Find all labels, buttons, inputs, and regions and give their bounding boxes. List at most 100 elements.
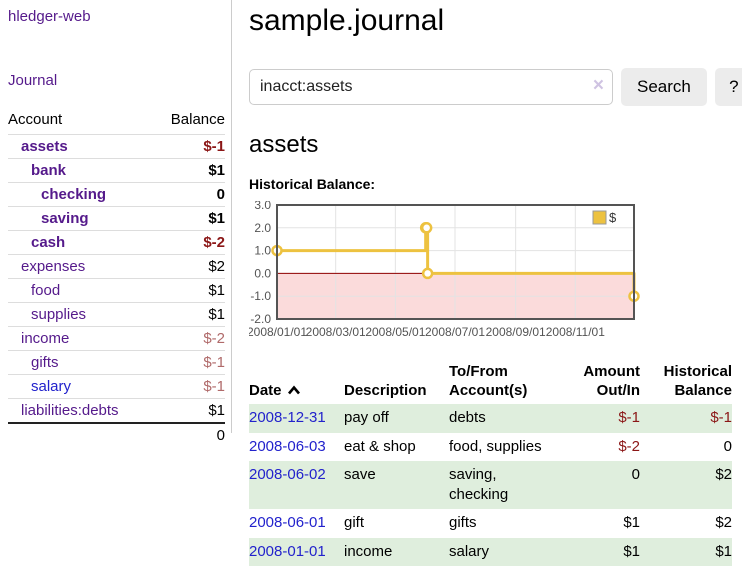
account-link-bank[interactable]: bank (31, 162, 67, 179)
account-link-food[interactable]: food (31, 282, 61, 299)
account-row: assets $-1 (8, 134, 225, 159)
transaction-date-link[interactable]: 2008-06-01 (249, 514, 326, 532)
x-tick-label: 2008/07/01 (425, 325, 485, 339)
plot-border (276, 204, 635, 320)
transaction-accounts: saving, checking (449, 466, 509, 503)
app-title-link[interactable]: hledger-web (8, 8, 91, 25)
x-tick-label: 2008/01/01 (249, 325, 307, 339)
register-row: 2008-06-02 save saving, checking 0 $2 (249, 461, 732, 510)
transaction-description: eat & shop (344, 437, 416, 455)
register-body: 2008-12-31 pay off debts $-1 $-1 2008-06-03 ea… (249, 404, 732, 567)
transaction-balance: $-1 (710, 409, 732, 427)
sidebar-item-journal[interactable]: Journal (8, 72, 58, 89)
account-balance: $2 (153, 254, 225, 279)
account-balance: $1 (153, 206, 225, 231)
transaction-accounts: salary (449, 542, 490, 560)
transaction-amount: 0 (631, 466, 640, 484)
account-link-gifts[interactable]: gifts (31, 354, 59, 371)
sidebar-accounts-body: assets $-1 bank $1 checking 0 saving $1 cash $-2 e… (8, 134, 225, 423)
transaction-amount: $1 (623, 542, 640, 560)
account-link-supplies[interactable]: supplies (31, 306, 87, 323)
transaction-amount: $1 (623, 514, 640, 532)
transaction-accounts: debts (449, 409, 486, 427)
transaction-description: gift (344, 514, 365, 532)
accounts-header-row: Account Balance (8, 109, 225, 135)
account-link-income[interactable]: income (21, 330, 70, 347)
page-title: sample.journal (249, 4, 445, 37)
transaction-date-link[interactable]: 2008-12-31 (249, 409, 326, 427)
transaction-description: pay off (344, 409, 389, 427)
clear-search-icon[interactable]: × (592, 75, 604, 96)
x-tick-label: 2008/03/01 (306, 325, 366, 339)
sort-asc-icon (287, 385, 300, 395)
historical-balance-chart: $3.0 2.0 1.0 0.0 -1.0 -2.02008/01/012008/03/0… (249, 201, 640, 339)
accounts-total-row: 0 (8, 422, 225, 447)
transaction-amount: $-2 (618, 437, 640, 455)
register-col-accounts: To/From Account(s) (449, 363, 528, 400)
transaction-accounts: food, supplies (449, 437, 542, 455)
accounts-col-account: Account (8, 111, 63, 128)
account-row: checking 0 (8, 182, 225, 207)
transaction-balance: 0 (723, 437, 732, 455)
account-link-salary[interactable]: salary (31, 378, 72, 395)
register-col-date[interactable]: Date (249, 360, 344, 404)
accounts-col-balance: Balance (170, 111, 225, 128)
y-tick-label: 2.0 (254, 221, 271, 235)
x-tick-label: 2008/09/01 (486, 325, 546, 339)
account-balance: $1 (153, 398, 225, 423)
account-row: cash $-2 (8, 230, 225, 255)
account-link-cash[interactable]: cash (31, 234, 66, 251)
account-link-liabilities-debts[interactable]: liabilities:debts (21, 402, 119, 419)
register-row: 2008-06-01 gift gifts $1 $2 (249, 509, 732, 538)
account-row: bank $1 (8, 158, 225, 183)
register-row: 2008-01-01 income salary $1 $1 (249, 537, 732, 567)
data-point-marker (420, 222, 433, 234)
transaction-description: income (344, 542, 393, 560)
account-balance: $-1 (153, 374, 225, 399)
y-tick-label: 0.0 (254, 266, 271, 280)
account-row: supplies $1 (8, 302, 225, 327)
transaction-balance: $2 (715, 466, 732, 484)
search-input[interactable] (249, 69, 613, 105)
y-tick-label: 1.0 (254, 244, 271, 258)
y-tick-label: -2.0 (250, 312, 271, 326)
account-link-checking[interactable]: checking (41, 186, 107, 203)
help-button[interactable]: ? (714, 68, 742, 106)
transaction-description: save (344, 466, 376, 484)
account-balance: $-2 (153, 230, 225, 255)
account-link-assets[interactable]: assets (21, 138, 68, 155)
transaction-amount: $-1 (618, 409, 640, 427)
y-tick-label: -1.0 (250, 289, 271, 303)
accounts-total-spacer (8, 422, 154, 447)
transaction-date-link[interactable]: 2008-06-02 (249, 466, 326, 484)
register-header-row: Date Description To/From Account(s) Amoun… (249, 360, 732, 404)
account-link-saving[interactable]: saving (41, 210, 89, 227)
account-row: liabilities:debts $1 (8, 398, 225, 423)
account-row: salary $-1 (8, 374, 225, 399)
account-row: saving $1 (8, 206, 225, 231)
transaction-balance: $1 (715, 542, 732, 560)
accounts-total-value: 0 (153, 422, 225, 447)
chart-title: Historical Balance: (249, 176, 376, 192)
main-content: sample.journal × Search ? assets Histori… (232, 0, 742, 567)
search-button[interactable]: Search (621, 68, 707, 106)
sidebar: hledger-web Journal Account Balance asse… (0, 0, 232, 447)
data-point-marker (421, 267, 434, 280)
register-table: Date Description To/From Account(s) Amoun… (249, 360, 732, 567)
page: hledger-web Journal Account Balance asse… (0, 0, 742, 567)
transaction-balance: $2 (715, 514, 732, 532)
register-col-balance: Historical Balance (663, 363, 732, 400)
search-bar: × Search ? (249, 68, 742, 106)
account-balance: $-2 (153, 326, 225, 351)
y-tick-label: 3.0 (254, 201, 271, 212)
account-row: expenses $2 (8, 254, 225, 279)
transaction-date-link[interactable]: 2008-06-03 (249, 437, 326, 455)
transaction-accounts: gifts (449, 514, 477, 532)
account-row: food $1 (8, 278, 225, 303)
x-tick-label: 2008/05/01 (365, 325, 425, 339)
account-balance: $1 (153, 302, 225, 327)
account-link-expenses[interactable]: expenses (21, 258, 86, 275)
account-balance: $-1 (153, 134, 225, 159)
transaction-date-link[interactable]: 2008-01-01 (249, 542, 326, 560)
accounts-tree-table: Account Balance assets $-1 bank $1 checking 0… (8, 109, 225, 447)
